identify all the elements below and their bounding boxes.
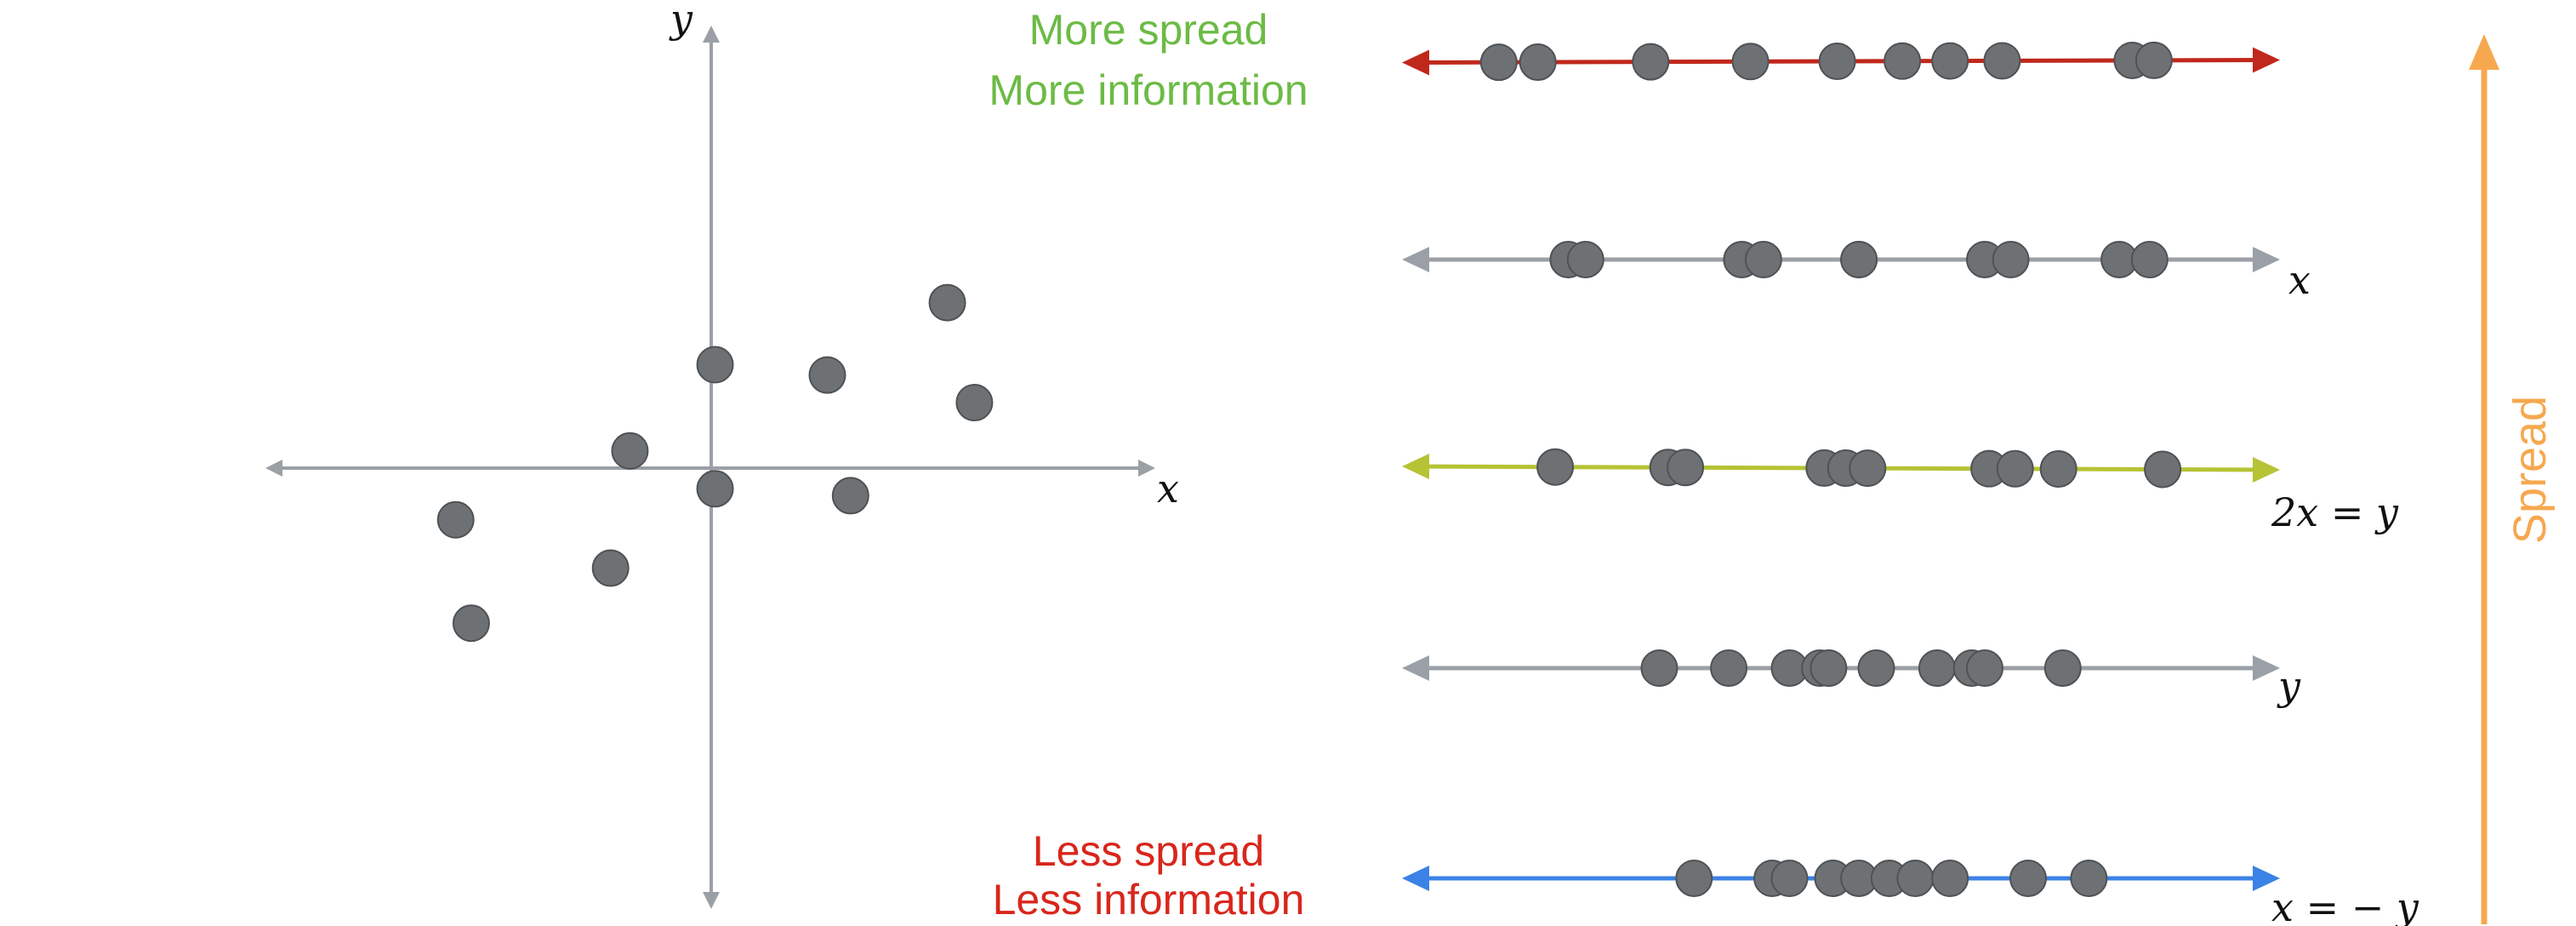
projection-arrow-left — [1402, 655, 1429, 681]
projected-point — [1918, 649, 1956, 687]
projection-axis-label: 2x = y — [2271, 489, 2399, 535]
projected-point — [1731, 43, 1770, 81]
projected-point — [1992, 241, 2030, 278]
projected-point — [1667, 449, 1705, 487]
projected-point — [2130, 241, 2169, 278]
projected-point — [1818, 43, 1856, 81]
projection-best — [1402, 41, 2280, 82]
scatter-x-axis-label: x — [1157, 466, 1179, 512]
projected-point — [2144, 450, 2182, 489]
projected-point — [1931, 860, 1969, 897]
scatter-point — [696, 470, 734, 508]
projection-arrow-left — [1402, 866, 1429, 891]
projected-point — [1840, 241, 1878, 278]
projection-arrow-right — [2253, 47, 2280, 73]
projection-arrow-right — [2253, 655, 2280, 681]
scatter-points — [436, 283, 994, 643]
scatter-y-axis-label: y — [669, 0, 693, 42]
projection-arrow-left — [1402, 49, 1429, 76]
projected-point — [2009, 860, 2047, 897]
projected-point — [2039, 449, 2077, 488]
scatter-point — [611, 432, 649, 470]
projection-arrow-right — [2253, 866, 2280, 891]
projected-point — [1479, 43, 1518, 82]
spread-indicator: Spread — [2469, 34, 2556, 924]
projection-arrow-right — [2253, 247, 2280, 272]
projection-arrow-left — [1402, 454, 1429, 479]
less-spread-label: Less spread — [1033, 827, 1264, 875]
scatter-point — [928, 283, 966, 322]
scatter-point — [452, 604, 490, 643]
projected-point — [1675, 860, 1713, 897]
scatter-plot: x y — [265, 0, 1179, 909]
scatter-point — [955, 384, 994, 422]
projection-axis-label: y — [2277, 663, 2301, 709]
projected-point — [1966, 649, 2003, 687]
scatter-point — [436, 500, 475, 539]
spread-arrow-head — [2469, 34, 2499, 70]
projected-point — [1857, 649, 1895, 687]
projection-axis-label: x = − y — [2271, 884, 2419, 926]
projected-point — [1770, 860, 1809, 897]
projected-point — [2134, 41, 2173, 79]
projection-x-y: x = − y — [1402, 860, 2419, 926]
projected-point — [1931, 42, 1969, 80]
scatter-point — [808, 356, 846, 394]
projected-point — [1983, 42, 2021, 80]
projected-point — [2070, 860, 2108, 897]
projected-point — [1896, 860, 1935, 897]
projection-arrow-left — [1402, 247, 1429, 272]
projected-point — [1566, 241, 1604, 278]
projection-x: x — [1402, 241, 2311, 303]
projected-point — [1536, 448, 1575, 486]
projected-point — [1809, 649, 1848, 687]
scatter-point — [591, 549, 630, 587]
projected-point — [1884, 42, 1922, 80]
projected-point — [1744, 241, 1782, 278]
more-information-label: More information — [989, 66, 1308, 114]
projected-point — [1640, 649, 1678, 687]
projection-axis-label: x — [2288, 257, 2311, 303]
projection-lines: x 2x = y y x = − y — [1402, 41, 2419, 926]
projected-point — [2043, 649, 2082, 687]
projection-2x-y: 2x = y — [1402, 448, 2399, 535]
projection-arrow-right — [2253, 457, 2280, 483]
projected-point — [1710, 649, 1748, 687]
projected-point — [1632, 43, 1670, 81]
more-spread-label: More spread — [1029, 6, 1268, 54]
projected-point — [1849, 449, 1887, 488]
projected-point — [1519, 43, 1557, 82]
projection-y: y — [1402, 649, 2301, 709]
less-information-label: Less information — [993, 876, 1305, 923]
scatter-point — [831, 477, 869, 515]
scatter-point — [696, 346, 734, 384]
spread-label: Spread — [2505, 396, 2556, 544]
projected-point — [1996, 449, 2034, 488]
